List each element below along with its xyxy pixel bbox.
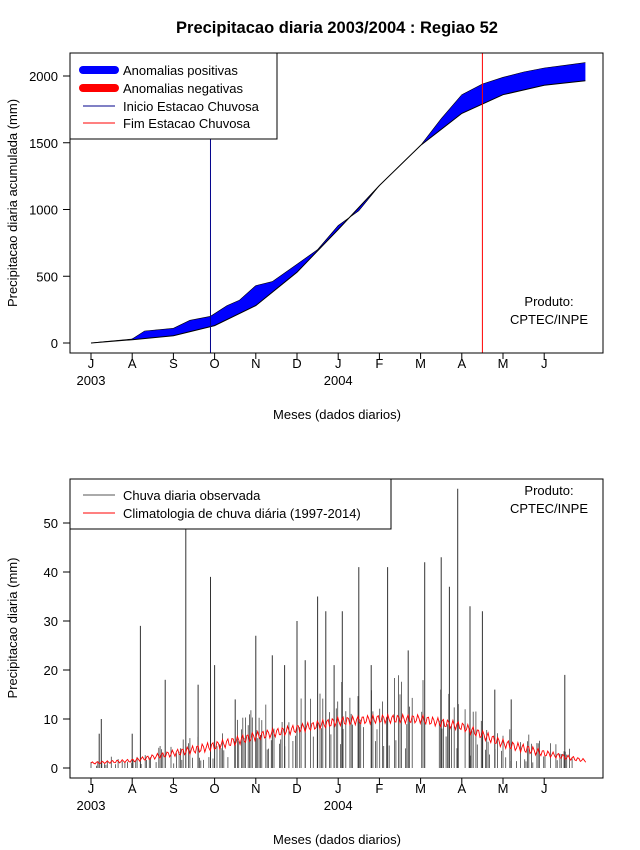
legend-label-observed: Chuva diaria observada	[123, 488, 261, 503]
y-tick-label: 20	[44, 663, 58, 678]
observed-cumulative-line	[90, 62, 586, 344]
legend-label-end: Fim Estacao Chuvosa	[123, 116, 251, 131]
product-source: CPTEC/INPE	[510, 501, 588, 516]
climatology-daily-line	[90, 712, 587, 765]
x-axis: J A S O N D J F M A M J 2003 2004	[77, 777, 548, 813]
legend-label-negative: Anomalias negativas	[123, 81, 243, 96]
x-axis: J A S O N D J F M A M J 2003 2004	[77, 352, 548, 388]
y-tick-label: 2000	[29, 69, 58, 84]
y-tick-label: 40	[44, 565, 58, 580]
y-tick-label: 1500	[29, 136, 58, 151]
daily-series-layer	[90, 488, 587, 768]
y-tick-label: 1000	[29, 203, 58, 218]
x-tick-label: J	[541, 781, 548, 796]
x-tick-label: S	[169, 356, 178, 371]
x-axis-label: Meses (dados diarios)	[273, 407, 401, 422]
y-tick-label: 500	[36, 269, 58, 284]
year-label: 2004	[324, 373, 353, 388]
x-tick-label: D	[292, 356, 301, 371]
x-tick-label: O	[210, 781, 220, 796]
cumulative-series-layer	[90, 62, 586, 344]
y-axis-label: Precipitacao diaria acumulada (mm)	[5, 99, 20, 307]
year-label: 2004	[324, 798, 353, 813]
y-tick-label: 0	[51, 336, 58, 351]
x-tick-label: D	[292, 781, 301, 796]
daily-precipitation-chart: 0 10 20 30 40 50 J A S O N D J F M A M J 2003 2004 Precipi…	[5, 478, 604, 847]
x-tick-label: J	[88, 356, 95, 371]
x-axis-label: Meses (dados diarios)	[273, 832, 401, 847]
x-tick-label: A	[128, 356, 137, 371]
y-axis-label: Precipitacao diaria (mm)	[5, 558, 20, 699]
product-source: CPTEC/INPE	[510, 312, 588, 327]
x-tick-label: F	[375, 356, 383, 371]
x-tick-label: A	[457, 781, 466, 796]
product-label: Produto:	[524, 294, 573, 309]
y-axis: 0 500 1000 1500 2000	[29, 69, 71, 351]
x-tick-label: O	[210, 356, 220, 371]
x-tick-label: J	[335, 356, 342, 371]
y-tick-label: 30	[44, 614, 58, 629]
x-tick-label: N	[251, 356, 260, 371]
chart-title: Precipitacao diaria 2003/2004 : Regiao 5…	[176, 19, 498, 37]
year-label: 2003	[77, 798, 106, 813]
x-tick-label: J	[88, 781, 95, 796]
legend: Anomalias positivas Anomalias negativas …	[69, 52, 278, 140]
x-tick-label: M	[498, 356, 509, 371]
x-tick-label: J	[541, 356, 548, 371]
y-tick-label: 50	[44, 516, 58, 531]
legend-label-climatology: Climatologia de chuva diária (1997-2014)	[123, 506, 361, 521]
year-label: 2003	[77, 373, 106, 388]
climatology-cumulative-line	[90, 80, 586, 344]
legend-label-onset: Inicio Estacao Chuvosa	[123, 99, 260, 114]
x-tick-label: N	[251, 781, 260, 796]
legend-box	[69, 478, 392, 530]
x-tick-label: M	[415, 356, 426, 371]
x-tick-label: J	[335, 781, 342, 796]
y-tick-label: 0	[51, 761, 58, 776]
x-tick-label: M	[415, 781, 426, 796]
x-tick-label: F	[375, 781, 383, 796]
x-tick-label: A	[128, 781, 137, 796]
cumulative-precipitation-chart: Precipitacao diaria 2003/2004 : Regiao 5…	[5, 19, 604, 422]
legend: Chuva diaria observada Climatologia de c…	[69, 478, 392, 530]
x-tick-label: A	[457, 356, 466, 371]
x-tick-label: M	[498, 781, 509, 796]
y-axis: 0 10 20 30 40 50	[44, 516, 71, 776]
y-tick-label: 10	[44, 712, 58, 727]
x-tick-label: S	[169, 781, 178, 796]
legend-label-positive: Anomalias positivas	[123, 63, 238, 78]
product-label: Produto:	[524, 483, 573, 498]
